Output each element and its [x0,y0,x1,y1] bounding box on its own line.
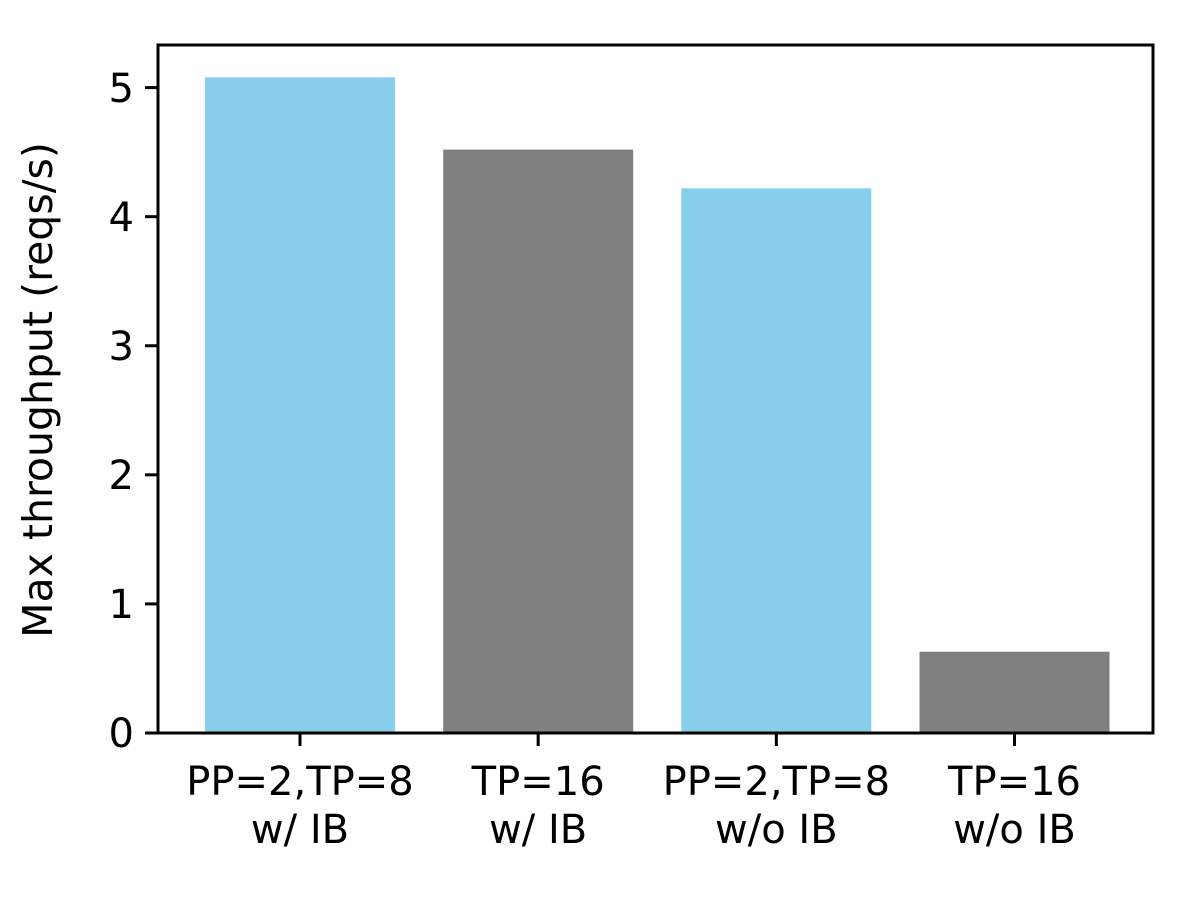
bar [919,651,1110,733]
y-axis-label: Max throughput (reqs/s) [14,142,62,638]
x-tick-label: w/ IB [251,807,349,853]
y-tick-label: 0 [109,711,134,757]
y-tick-label: 3 [109,324,134,370]
x-tick-label: w/ IB [489,807,587,853]
x-tick-label: w/o IB [953,807,1076,853]
x-tick-label: TP=16 [947,759,1081,805]
y-tick-label: 5 [109,66,134,112]
x-tick-label: TP=16 [471,759,605,805]
x-tick-label: w/o IB [715,807,838,853]
bar [681,188,872,734]
x-tick-label: PP=2,TP=8 [663,759,890,805]
bar [205,77,395,734]
y-tick-label: 2 [109,453,134,499]
bar [443,149,634,734]
x-tick-label: PP=2,TP=8 [186,759,413,805]
axes-spines [156,43,1155,735]
y-tick-label: 1 [109,582,134,628]
y-tick-label: 4 [109,195,134,241]
